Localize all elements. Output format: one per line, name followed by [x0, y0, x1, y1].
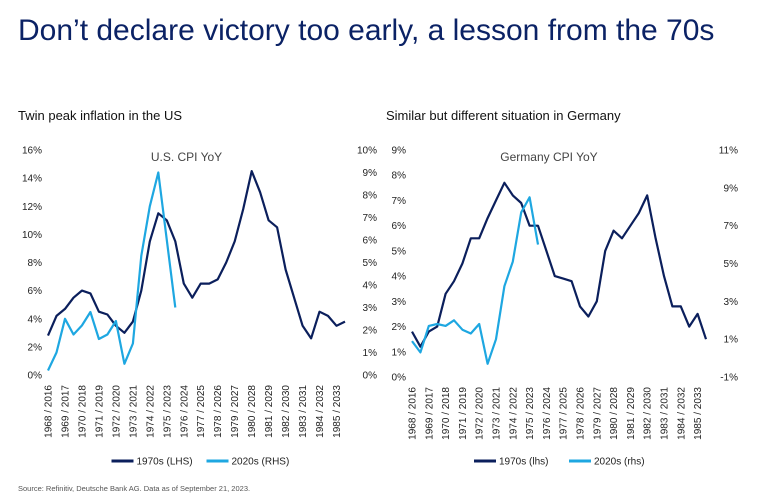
y2-tick-label: 4% — [363, 281, 378, 292]
x-tick-label: 1977 / 2025 — [559, 387, 570, 440]
x-tick-label: 1983 / 2031 — [660, 387, 671, 440]
y2-tick-label: 5% — [363, 258, 378, 269]
x-tick-label: 1980 / 2028 — [609, 387, 620, 440]
y-tick-label: 2% — [392, 322, 407, 333]
y-tick-label: 7% — [392, 196, 407, 207]
series-line — [47, 171, 177, 371]
x-tick-label: 1968 / 2016 — [44, 385, 55, 438]
x-tick-label: 1982 / 2030 — [281, 385, 292, 438]
y2-tick-label: 7% — [724, 221, 739, 232]
y-tick-label: 14% — [22, 174, 42, 185]
x-tick-label: 1981 / 2029 — [264, 385, 275, 438]
x-tick-label: 1983 / 2031 — [298, 385, 309, 438]
series-line — [46, 170, 346, 340]
x-tick-label: 1985 / 2033 — [332, 385, 343, 438]
chart-annotation: U.S. CPI YoY — [151, 150, 222, 164]
x-tick-label: 1976 / 2024 — [179, 385, 190, 438]
y-tick-label: 0% — [392, 373, 407, 384]
y-tick-label: 4% — [392, 272, 407, 283]
y2-tick-label: 1% — [363, 348, 378, 359]
x-tick-label: 1974 / 2022 — [508, 387, 519, 440]
x-tick-label: 1975 / 2023 — [525, 387, 536, 440]
y2-tick-label: 5% — [724, 259, 739, 270]
x-tick-label: 1972 / 2020 — [475, 387, 486, 440]
y2-tick-label: 9% — [363, 168, 378, 179]
y-tick-label: 2% — [28, 342, 43, 353]
y-tick-label: 10% — [22, 230, 42, 241]
y-tick-label: 9% — [392, 146, 407, 157]
y2-tick-label: 0% — [363, 371, 378, 382]
x-tick-label: 1970 / 2018 — [441, 387, 452, 440]
x-tick-label: 1972 / 2020 — [111, 385, 122, 438]
y-tick-label: 12% — [22, 202, 42, 213]
page-title: Don’t declare victory too early, a lesso… — [18, 14, 714, 47]
x-tick-label: 1985 / 2033 — [693, 387, 704, 440]
series-line — [411, 196, 540, 365]
y2-tick-label: 6% — [363, 236, 378, 247]
x-tick-label: 1984 / 2032 — [676, 387, 687, 440]
x-tick-label: 1971 / 2019 — [458, 387, 469, 440]
y-tick-label: 0% — [28, 371, 43, 382]
x-tick-label: 1982 / 2030 — [643, 387, 654, 440]
x-tick-label: 1969 / 2017 — [60, 385, 71, 438]
legend-label: 2020s (RHS) — [232, 457, 290, 468]
source-note: Source: Refinitiv, Deutsche Bank AG. Dat… — [18, 484, 250, 493]
y2-tick-label: 8% — [363, 191, 378, 202]
x-tick-label: 1973 / 2021 — [492, 387, 503, 440]
series-line — [411, 181, 708, 348]
legend-label: 2020s (rhs) — [594, 457, 645, 468]
x-tick-label: 1973 / 2021 — [128, 385, 139, 438]
x-tick-label: 1981 / 2029 — [626, 387, 637, 440]
y-tick-label: 16% — [22, 146, 42, 157]
x-tick-label: 1969 / 2017 — [424, 387, 435, 440]
x-tick-label: 1976 / 2024 — [542, 387, 553, 440]
x-tick-label: 1979 / 2027 — [592, 387, 603, 440]
x-tick-label: 1970 / 2018 — [77, 385, 88, 438]
y2-tick-label: 7% — [363, 213, 378, 224]
y2-tick-label: 1% — [724, 335, 739, 346]
y2-tick-label: 2% — [363, 326, 378, 337]
y2-tick-label: 11% — [719, 146, 738, 157]
x-tick-label: 1978 / 2026 — [576, 387, 587, 440]
y2-tick-label: 10% — [357, 146, 377, 157]
y-tick-label: 6% — [28, 286, 43, 297]
x-tick-label: 1975 / 2023 — [162, 385, 173, 438]
legend-label: 1970s (LHS) — [137, 457, 193, 468]
x-tick-label: 1978 / 2026 — [213, 385, 224, 438]
y-tick-label: 6% — [392, 221, 407, 232]
x-tick-label: 1977 / 2025 — [196, 385, 207, 438]
y2-tick-label: -1% — [720, 373, 738, 384]
x-tick-label: 1968 / 2016 — [408, 387, 419, 440]
legend-label: 1970s (lhs) — [499, 457, 548, 468]
chart-title: Twin peak inflation in the US — [18, 108, 182, 123]
x-tick-label: 1979 / 2027 — [230, 385, 241, 438]
y-tick-label: 4% — [28, 314, 43, 325]
y-tick-label: 8% — [28, 258, 43, 269]
y2-tick-label: 3% — [363, 303, 378, 314]
x-tick-label: 1971 / 2019 — [94, 385, 105, 438]
y-tick-label: 3% — [392, 297, 407, 308]
y2-tick-label: 3% — [724, 297, 739, 308]
y-tick-label: 8% — [392, 171, 407, 182]
y2-tick-label: 9% — [724, 183, 739, 194]
x-tick-label: 1980 / 2028 — [247, 385, 258, 438]
y-tick-label: 5% — [392, 246, 407, 257]
chart-title: Similar but different situation in Germa… — [386, 108, 621, 123]
chart-annotation: Germany CPI YoY — [500, 150, 597, 164]
y-tick-label: 1% — [392, 347, 407, 358]
x-tick-label: 1974 / 2022 — [145, 385, 156, 438]
x-tick-label: 1984 / 2032 — [315, 385, 326, 438]
